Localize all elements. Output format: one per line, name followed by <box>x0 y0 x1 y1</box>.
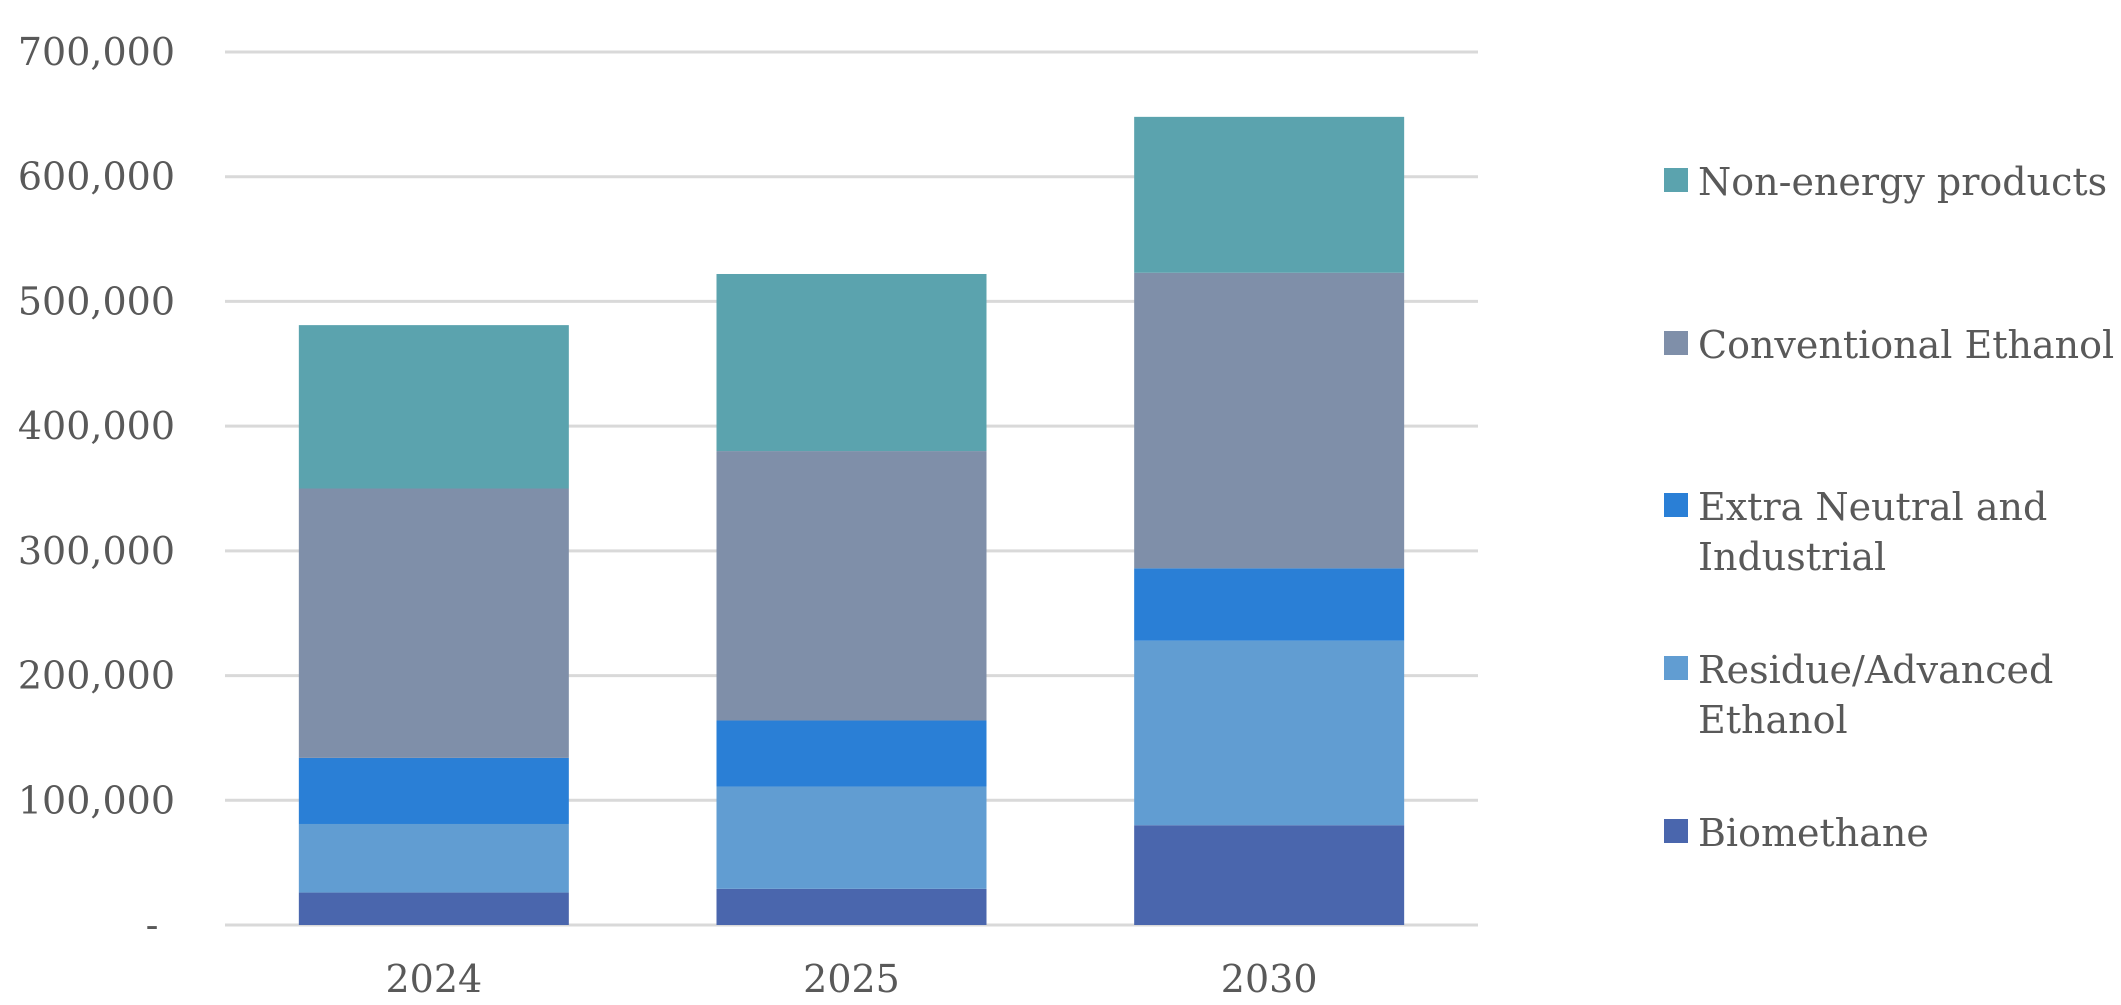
bars <box>298 116 1405 925</box>
bar-segment-biomethane-2025 <box>716 888 987 925</box>
x-tick-label: 2030 <box>1221 957 1318 1001</box>
y-tick-label: 600,000 <box>18 155 175 199</box>
legend-label: Residue/Advanced <box>1698 648 2053 692</box>
y-tick-label: 300,000 <box>18 529 175 573</box>
legend-swatch <box>1664 331 1688 355</box>
axes: - 100,000 200,000 300,000 400,000 500,000 600,… <box>18 30 1318 1001</box>
y-tick-label: 100,000 <box>18 778 175 822</box>
legend-item-extra-neutral-and-industrial: Extra Neutral and Industrial <box>1664 485 2047 579</box>
bar-segment-residue-advanced-ethanol-2025 <box>716 786 987 889</box>
bar-segment-extra-neutral-and-industrial-2030 <box>1134 568 1405 641</box>
legend-item-conventional-ethanol: Conventional Ethanol <box>1664 323 2114 367</box>
legend-item-residue-advanced-ethanol: Residue/Advanced Ethanol <box>1664 648 2053 742</box>
legend-item-non-energy-products: Non-energy products <box>1664 160 2107 204</box>
x-tick-label: 2024 <box>385 957 482 1001</box>
y-tick-label: 200,000 <box>18 654 175 698</box>
bar-segment-conventional-ethanol-2025 <box>716 451 987 721</box>
legend-swatch <box>1664 656 1688 680</box>
y-tick-label: 700,000 <box>18 30 175 74</box>
bar-segment-residue-advanced-ethanol-2024 <box>298 823 569 893</box>
legend-item-biomethane: Biomethane <box>1664 811 1929 855</box>
y-tick-label: - <box>146 903 159 947</box>
y-tick-label: 500,000 <box>18 279 175 323</box>
bar-segment-conventional-ethanol-2030 <box>1134 272 1405 569</box>
legend-swatch <box>1664 168 1688 192</box>
bar-segment-non-energy-products-2030 <box>1134 116 1405 273</box>
legend-swatch <box>1664 819 1688 843</box>
x-tick-label: 2025 <box>803 957 900 1001</box>
bar-segment-non-energy-products-2025 <box>716 273 987 452</box>
legend-label: Ethanol <box>1698 698 1848 742</box>
legend-label: Non-energy products <box>1698 160 2107 204</box>
legend-label: Biomethane <box>1698 811 1929 855</box>
legend: Non-energy products Conventional Ethanol E… <box>1664 160 2114 855</box>
bar-segment-extra-neutral-and-industrial-2025 <box>716 720 987 787</box>
bar-segment-biomethane-2024 <box>298 892 569 925</box>
legend-label: Extra Neutral and <box>1698 485 2047 529</box>
bar-segment-biomethane-2030 <box>1134 825 1405 925</box>
bar-segment-extra-neutral-and-industrial-2024 <box>298 757 569 824</box>
bar-segment-residue-advanced-ethanol-2030 <box>1134 640 1405 826</box>
legend-label: Conventional Ethanol <box>1698 323 2114 367</box>
legend-label: Industrial <box>1698 535 1886 579</box>
y-tick-label: 400,000 <box>18 404 175 448</box>
bar-segment-conventional-ethanol-2024 <box>298 488 569 758</box>
bar-segment-non-energy-products-2024 <box>298 325 569 489</box>
legend-swatch <box>1664 493 1688 517</box>
